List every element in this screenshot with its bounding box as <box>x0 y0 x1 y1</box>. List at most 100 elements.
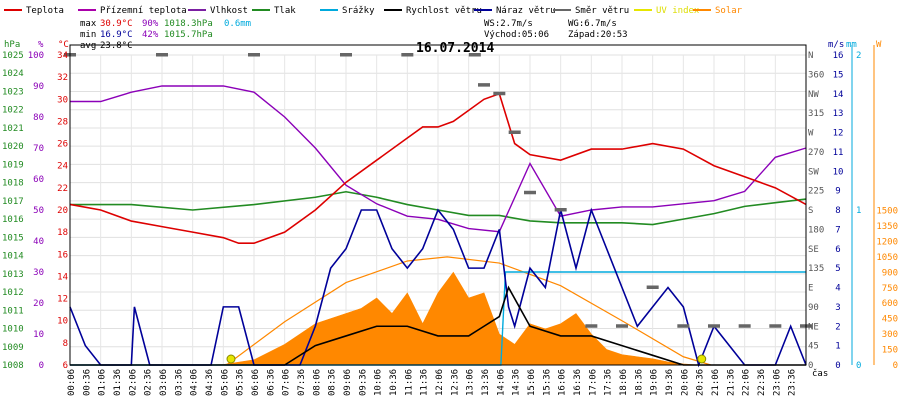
axis-temp-tick: 18 <box>57 228 68 238</box>
axis-ms-tick: 10 <box>833 167 844 177</box>
axis-temp-tick: 24 <box>57 162 68 172</box>
wind-dir-mark <box>156 53 168 57</box>
axis-pct-tick: 0 <box>39 361 44 371</box>
x-tick-label: 07:06 <box>282 369 292 396</box>
axis-ms-tick: 9 <box>835 187 840 197</box>
axis-temp-tick: 16 <box>57 250 68 260</box>
stat-max-label: max <box>80 19 97 29</box>
x-tick-label: 17:36 <box>604 369 614 396</box>
axis-temp-unit: °C <box>58 40 69 50</box>
legend-label: Vlhkost <box>210 6 248 16</box>
x-tick-label: 06:36 <box>266 369 276 396</box>
axis-hpa-tick: 1015 <box>2 233 24 243</box>
axis-ms-tick: 1 <box>835 342 840 352</box>
x-tick-label: 18:06 <box>619 369 629 396</box>
axis-w-tick: 1350 <box>876 222 898 232</box>
axis-temp-tick: 26 <box>57 140 68 150</box>
solar-theoretical-line <box>226 256 712 366</box>
x-tick-label: 05:36 <box>236 369 246 396</box>
axis-hpa-tick: 1018 <box>2 179 24 189</box>
x-tick-label: 21:06 <box>711 369 721 396</box>
axis-dir-tick: 180 <box>808 225 824 235</box>
wind-dir-mark <box>468 53 481 57</box>
axis-w-tick: 450 <box>882 315 898 325</box>
x-tick-label: 11:06 <box>404 369 414 396</box>
axis-pct-tick: 100 <box>28 51 44 61</box>
axis-ms-tick: 6 <box>835 245 840 255</box>
axis-dir-tick: E <box>808 284 813 294</box>
axis-w-tick: 1050 <box>876 253 898 263</box>
wind-dir-mark <box>340 53 352 57</box>
wind-dir-mark <box>554 208 567 212</box>
x-tick-label: 15:36 <box>542 369 552 396</box>
x-tick-label: 00:06 <box>67 369 77 396</box>
axis-hpa-tick: 1013 <box>2 270 24 280</box>
axis-mm-tick: 1 <box>856 206 861 216</box>
axis-hpa-tick: 1025 <box>2 51 24 61</box>
wind-dir-mark <box>769 324 782 328</box>
axis-temp-tick: 28 <box>57 117 68 127</box>
axis-pct-tick: 80 <box>33 113 44 123</box>
wind-dir-mark <box>401 53 414 57</box>
axis-ms-tick: 15 <box>833 70 844 80</box>
axis-ms-tick: 12 <box>833 129 844 139</box>
x-tick-label: 02:36 <box>144 369 154 396</box>
temperature-line <box>69 92 807 245</box>
axis-ms-tick: 8 <box>835 206 840 216</box>
x-tick-label: 14:36 <box>512 369 522 396</box>
axis-w-tick: 600 <box>882 299 898 309</box>
uv-point <box>226 354 236 364</box>
x-tick-label: 14:06 <box>496 369 506 396</box>
x-tick-label: 02:06 <box>128 369 138 396</box>
axis-hpa-tick: 1010 <box>2 325 24 335</box>
axis-mm-tick: 2 <box>856 51 861 61</box>
axis-temp-tick: 8 <box>63 339 68 349</box>
stat-ws: WS:2.7m/s <box>484 19 533 29</box>
stat-sunrise: Východ:05:06 <box>484 30 549 40</box>
axis-temp-tick: 12 <box>57 295 68 305</box>
axis-dir-tick: 45 <box>808 342 819 352</box>
wind-dir-mark <box>508 130 521 134</box>
stat-min-label: min <box>80 30 96 40</box>
axis-dir-tick: 90 <box>808 303 819 313</box>
x-tick-label: 07:36 <box>297 369 307 396</box>
axis-ms-tick: 11 <box>833 148 844 158</box>
axis-pct-tick: 60 <box>33 175 44 185</box>
axis-temp-tick: 6 <box>63 361 68 371</box>
x-tick-label: 16:06 <box>558 369 568 396</box>
x-tick-label: 10:06 <box>374 369 384 396</box>
wind-dir-mark <box>248 53 260 57</box>
axis-hpa-tick: 1024 <box>2 69 24 79</box>
axis-dir-tick: 360 <box>808 70 824 80</box>
solar-area <box>207 271 699 366</box>
axis-ms-tick: 0 <box>835 361 840 371</box>
x-tick-label: 01:06 <box>98 369 108 396</box>
stat-rain: 0.6mm <box>224 19 251 29</box>
legend-label: Srážky <box>342 6 375 16</box>
x-tick-label: 15:06 <box>527 369 537 396</box>
x-tick-label: 08:06 <box>312 369 322 396</box>
x-tick-label: 13:36 <box>481 369 491 396</box>
axis-ms-tick: 2 <box>835 322 840 332</box>
x-tick-label: 11:36 <box>420 369 430 396</box>
stat-max-hum: 90% <box>142 19 159 29</box>
x-tick-label: 06:06 <box>251 369 261 396</box>
x-tick-label: 12:36 <box>450 369 460 396</box>
axis-dir-tick: W <box>808 129 814 139</box>
wind-dir-mark <box>493 91 506 96</box>
x-tick-label: 01:36 <box>113 369 123 396</box>
axis-w-tick: 300 <box>882 330 898 340</box>
uv-point <box>697 354 707 364</box>
legend-label: Náraz větru <box>496 6 556 16</box>
axis-w-tick: 1500 <box>876 207 898 217</box>
axis-hpa-tick: 1008 <box>2 361 24 371</box>
wind-dir-mark <box>738 324 751 328</box>
wind-dir-mark <box>708 324 720 328</box>
plot-frame <box>69 44 807 366</box>
x-tick-label: 19:06 <box>650 369 660 396</box>
legend-label: Teplota <box>26 6 64 16</box>
axis-dir-tick: 135 <box>808 264 824 274</box>
axis-w-tick: 150 <box>882 346 898 356</box>
axis-hpa-tick: 1019 <box>2 160 24 170</box>
